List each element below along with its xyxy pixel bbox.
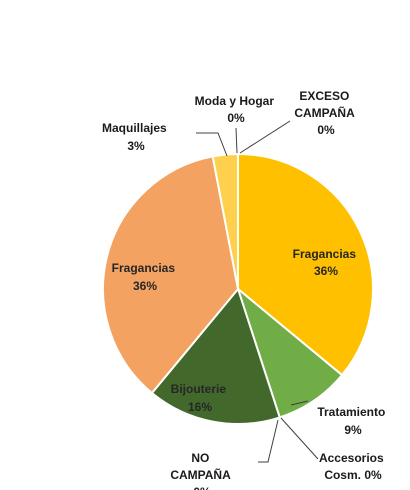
label-tratamiento: Tratamiento 9% (317, 405, 388, 437)
leader-lines (196, 120, 319, 463)
pie-slice-6-maquillajes (211, 152, 239, 290)
label-exceso-campana: EXCESO CAMPAÑA 0% (294, 89, 357, 137)
pie-slices (102, 152, 374, 425)
leader-line-accesorios (280, 417, 319, 460)
label-fragancias-left: Fragancias 36% (112, 261, 179, 293)
pie-slice-0-fragancias (237, 152, 374, 377)
leader-line-exceso-campana (239, 120, 291, 154)
leader-line-maquillajes (196, 132, 228, 157)
label-fragancias-right: Fragancias 36% (293, 247, 360, 278)
label-no-campana: NO CAMPAÑA 0% (170, 451, 233, 490)
leader-line-tratamiento (290, 400, 309, 406)
pie-slice-4-bijouterie (150, 286, 281, 425)
label-maquillajes: Maquillajes 3% (102, 121, 170, 153)
pie-slice-5-fragancias (102, 155, 240, 395)
label-bijouterie: Bijouterie 16% (171, 382, 230, 414)
leader-line-no-campana (258, 419, 279, 463)
leader-line-moda-y-hogar (235, 127, 238, 154)
label-moda-y-hogar: Moda y Hogar 0% (195, 94, 278, 125)
label-accesorios: Accesorios Cosm. 0% (319, 451, 387, 482)
